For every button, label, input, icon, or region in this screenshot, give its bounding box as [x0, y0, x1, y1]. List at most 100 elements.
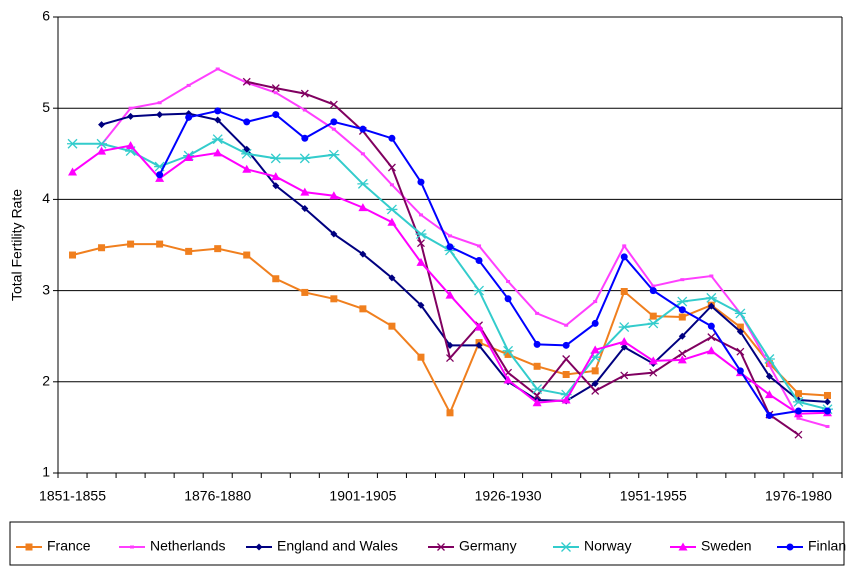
- marker-part: [186, 83, 191, 87]
- marker: [707, 302, 715, 310]
- marker-part: [213, 148, 223, 157]
- marker-part: [678, 349, 687, 358]
- marker-part: [794, 390, 802, 398]
- marker: [591, 386, 600, 395]
- marker: [796, 416, 801, 420]
- marker: [561, 395, 571, 404]
- marker-part: [477, 244, 482, 248]
- marker-part: [300, 89, 309, 98]
- marker-part: [504, 295, 512, 303]
- legend-label: Germany: [459, 538, 517, 554]
- marker: [300, 187, 310, 196]
- marker-part: [560, 542, 572, 552]
- marker: [794, 390, 802, 398]
- marker: [562, 371, 570, 379]
- marker-part: [127, 240, 135, 248]
- marker: [302, 108, 307, 112]
- x-tick-label: 1851-1855: [39, 488, 106, 504]
- marker-part: [184, 152, 194, 161]
- marker-part: [767, 363, 772, 367]
- marker: [823, 398, 831, 406]
- marker-part: [649, 312, 657, 320]
- marker-part: [765, 412, 773, 420]
- marker: [300, 89, 309, 98]
- marker-part: [593, 300, 598, 304]
- marker: [619, 337, 629, 346]
- marker: [445, 290, 455, 299]
- marker-part: [328, 149, 340, 160]
- x-tick-label: 1976-1980: [765, 488, 832, 504]
- marker-part: [618, 322, 630, 333]
- marker: [620, 288, 628, 296]
- marker-part: [330, 230, 338, 238]
- marker-part: [705, 292, 717, 303]
- marker-part: [214, 107, 222, 115]
- marker: [560, 542, 572, 552]
- marker: [389, 183, 394, 187]
- marker-part: [533, 340, 541, 348]
- marker-part: [359, 305, 367, 313]
- marker-part: [736, 328, 744, 336]
- marker: [475, 257, 483, 265]
- marker-part: [796, 416, 801, 420]
- marker-part: [446, 409, 454, 417]
- marker: [532, 398, 542, 407]
- marker-part: [825, 424, 830, 428]
- marker-part: [622, 244, 627, 248]
- marker-part: [562, 355, 571, 363]
- marker-part: [359, 250, 367, 258]
- marker: [255, 543, 263, 551]
- marker-part: [271, 84, 280, 93]
- marker: [620, 371, 629, 380]
- marker-part: [620, 288, 628, 296]
- marker: [96, 138, 108, 149]
- marker-part: [389, 183, 394, 187]
- marker-part: [357, 178, 369, 189]
- marker: [765, 412, 773, 420]
- marker-part: [243, 251, 251, 259]
- marker-part: [156, 171, 164, 179]
- marker-part: [330, 118, 338, 126]
- marker-part: [130, 545, 134, 549]
- x-tick-label: 1926-1930: [475, 488, 542, 504]
- marker: [765, 372, 773, 380]
- marker: [387, 163, 396, 172]
- marker: [647, 318, 659, 329]
- marker: [651, 284, 656, 288]
- marker-part: [301, 288, 309, 296]
- x-tick-label: 1951-1955: [620, 488, 687, 504]
- marker-part: [620, 253, 628, 261]
- marker-part: [564, 323, 569, 327]
- marker: [388, 274, 396, 282]
- y-tick-label: 4: [42, 190, 50, 206]
- marker-part: [255, 543, 263, 551]
- marker: [388, 134, 396, 142]
- marker: [706, 346, 716, 355]
- marker: [242, 164, 252, 173]
- marker: [736, 367, 744, 375]
- marker-part: [707, 302, 715, 310]
- marker: [301, 134, 309, 142]
- marker: [418, 213, 423, 217]
- marker-part: [215, 67, 220, 71]
- marker: [473, 285, 485, 296]
- marker: [126, 141, 136, 150]
- marker-part: [299, 153, 311, 164]
- marker: [156, 171, 164, 179]
- marker: [270, 153, 282, 164]
- marker: [767, 363, 772, 367]
- marker-part: [678, 313, 686, 321]
- marker-part: [331, 127, 336, 131]
- marker-part: [241, 148, 253, 159]
- marker: [98, 244, 106, 252]
- marker-part: [561, 395, 571, 404]
- marker: [417, 239, 425, 248]
- marker-part: [474, 322, 484, 331]
- legend-box: [9, 521, 845, 566]
- series-line: [72, 138, 828, 411]
- marker-part: [707, 333, 716, 342]
- marker: [67, 138, 79, 149]
- marker: [446, 341, 454, 349]
- marker: [156, 111, 164, 119]
- x-tick-label: 1901-1905: [329, 488, 396, 504]
